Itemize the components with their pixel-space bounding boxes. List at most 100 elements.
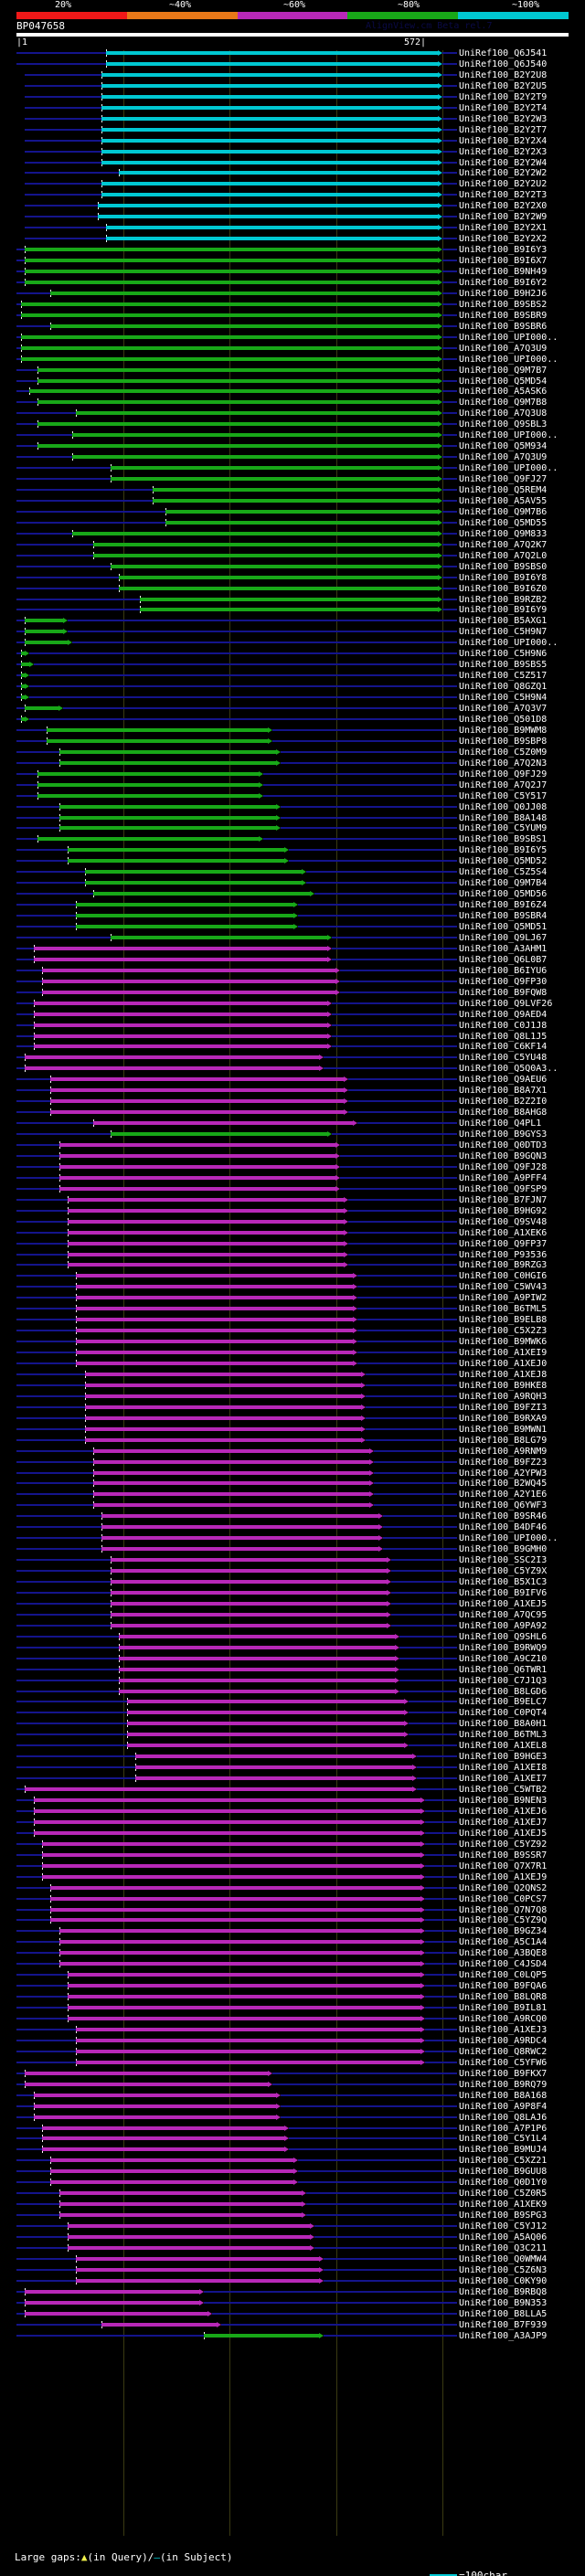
hit-row[interactable]: UniRef100_A1XEJ5 [0,1599,585,1608]
hit-row[interactable]: UniRef100_B9SBR4 [0,912,585,921]
hit-label[interactable]: UniRef100_B9FKX7 [459,2068,548,2079]
hsp-bar[interactable] [76,1296,354,1300]
hsp-bar[interactable] [127,1700,405,1704]
hsp-bar[interactable] [37,444,439,449]
hit-label[interactable]: UniRef100_B9SR46 [459,1511,548,1522]
hit-row[interactable]: UniRef100_B9RXA9 [0,1414,585,1423]
hsp-bar[interactable] [58,1186,337,1191]
hit-row[interactable]: UniRef100_C0LQP5 [0,1970,585,1981]
hit-row[interactable]: UniRef100_Q8L1J5 [0,1032,585,1041]
hit-label[interactable]: UniRef100_B9SBS1 [459,834,548,845]
hsp-bar[interactable] [58,1940,422,1945]
hit-row[interactable]: UniRef100_UPI000.. [0,639,585,648]
hit-row[interactable]: UniRef100_Q9LJ67 [0,933,585,942]
hsp-bar[interactable] [20,695,26,700]
hit-label[interactable]: UniRef100_B8LGD6 [459,1686,548,1697]
hit-row[interactable]: UniRef100_Q2QNS2 [0,1883,585,1892]
hit-row[interactable]: UniRef100_Q9FSP9 [0,1183,585,1194]
hsp-bar[interactable] [25,2082,269,2086]
hit-row[interactable]: UniRef100_UPI000.. [0,333,585,342]
hit-row[interactable]: UniRef100_C5XZ21 [0,2157,585,2166]
hit-label[interactable]: UniRef100_Q5M934 [459,441,548,452]
hit-row[interactable]: UniRef100_Q9M7B4 [0,879,585,888]
hsp-bar[interactable] [118,1678,397,1682]
hsp-bar[interactable] [118,586,439,590]
hsp-bar[interactable] [67,2245,312,2250]
hit-row[interactable]: UniRef100_Q9FP30 [0,977,585,986]
hit-label[interactable]: UniRef100_UPI000.. [459,354,558,365]
hit-label[interactable]: UniRef100_Q7N7Q8 [459,1904,548,1915]
hsp-bar[interactable] [105,61,439,66]
hit-row[interactable]: UniRef100_UPI000.. [0,464,585,473]
hit-label[interactable]: UniRef100_Q6J541 [459,48,548,58]
hit-row[interactable]: UniRef100_B9I6Y8 [0,573,585,582]
hit-row[interactable]: UniRef100_B2Y2T3 [0,191,585,200]
hit-label[interactable]: UniRef100_C0LQP5 [459,1970,548,1981]
hsp-bar[interactable] [135,1765,414,1770]
hit-label[interactable]: UniRef100_C5H9N6 [459,649,548,660]
hsp-bar[interactable] [92,553,439,557]
hit-label[interactable]: UniRef100_Q9M7B6 [459,506,548,517]
hit-label[interactable]: UniRef100_Q9FSP9 [459,1183,548,1194]
hit-row[interactable]: UniRef100_B9RZB2 [0,595,585,604]
hit-row[interactable]: UniRef100_C5YFW6 [0,2057,585,2068]
hit-label[interactable]: UniRef100_C5YFW6 [459,2057,548,2068]
hit-label[interactable]: UniRef100_A1XEJ5 [459,1828,548,1839]
hit-label[interactable]: UniRef100_B9SPG3 [459,2210,548,2221]
hit-row[interactable]: UniRef100_B9MWK6 [0,1338,585,1347]
hit-label[interactable]: UniRef100_C5WV43 [459,1282,548,1293]
hsp-bar[interactable] [110,1132,328,1137]
hit-row[interactable]: UniRef100_A1XEJ0 [0,1360,585,1369]
hsp-bar[interactable] [25,641,69,645]
hit-row[interactable]: UniRef100_B9N353 [0,2298,585,2307]
hit-row[interactable]: UniRef100_B9H2J6 [0,289,585,298]
hsp-bar[interactable] [92,1492,371,1497]
hsp-bar[interactable] [101,83,439,88]
hsp-bar[interactable] [110,1612,388,1617]
hit-row[interactable]: UniRef100_A7Q3V7 [0,705,585,714]
hit-row[interactable]: UniRef100_A7Q3U9 [0,453,585,462]
hit-row[interactable]: UniRef100_C5YZ9X [0,1567,585,1576]
hit-row[interactable]: UniRef100_B2Y2U5 [0,81,585,90]
hit-label[interactable]: UniRef100_B9HKE8 [459,1380,548,1391]
hit-label[interactable]: UniRef100_B8A168 [459,2090,548,2101]
hit-label[interactable]: UniRef100_B9RZG3 [459,1260,548,1271]
hit-label[interactable]: UniRef100_Q9M7B7 [459,365,548,376]
hit-label[interactable]: UniRef100_Q9SBL3 [459,419,548,430]
hit-label[interactable]: UniRef100_C6KF14 [459,1042,548,1053]
hit-row[interactable]: UniRef100_A9PIW2 [0,1294,585,1303]
hsp-bar[interactable] [25,630,64,634]
hit-row[interactable]: UniRef100_C6KF14 [0,1042,585,1053]
hit-row[interactable]: UniRef100_B2Y2U8 [0,70,585,80]
hsp-bar[interactable] [127,1733,405,1737]
alignment-plot[interactable]: UniRef100_Q6J541 UniRef100_Q6J540 UniRef10… [0,48,585,2536]
hsp-bar[interactable] [58,1175,337,1180]
hsp-bar[interactable] [76,411,439,416]
hsp-bar[interactable] [58,2202,303,2207]
hit-row[interactable]: UniRef100_SSC2I3 [0,1556,585,1565]
hit-row[interactable]: UniRef100_Q9M833 [0,529,585,538]
hit-row[interactable]: UniRef100_B9SBS5 [0,661,585,670]
hit-row[interactable]: UniRef100_UPI000.. [0,1534,585,1543]
hit-row[interactable]: UniRef100_A7P1P6 [0,2124,585,2133]
hit-label[interactable]: UniRef100_A2YPW3 [459,1468,548,1479]
hit-row[interactable]: UniRef100_B9GMH0 [0,1545,585,1554]
hsp-bar[interactable] [135,1754,414,1759]
hit-label[interactable]: UniRef100_B9RBQ8 [459,2286,548,2297]
hit-label[interactable]: UniRef100_Q5Q0A3.. [459,1064,558,1075]
hsp-bar[interactable] [37,782,261,787]
hit-row[interactable]: UniRef100_C5Z0R5 [0,2189,585,2199]
hsp-bar[interactable] [84,1426,363,1431]
hit-label[interactable]: UniRef100_A2Y1E6 [459,1489,548,1500]
hit-label[interactable]: UniRef100_B9RQ79 [459,2079,548,2090]
hsp-bar[interactable] [25,2300,201,2305]
hit-label[interactable]: UniRef100_B9I6Z0 [459,583,548,594]
hsp-bar[interactable] [110,1580,388,1584]
hsp-bar[interactable] [50,323,439,328]
hit-row[interactable]: UniRef100_A1XEI9 [0,1349,585,1358]
hit-row[interactable]: UniRef100_C5YZ92 [0,1839,585,1849]
hit-row[interactable]: UniRef100_C5H9N4 [0,694,585,703]
hsp-bar[interactable] [33,1034,328,1038]
hit-row[interactable]: UniRef100_B9I6Y3 [0,246,585,255]
hit-row[interactable]: UniRef100_B9IL81 [0,2004,585,2013]
